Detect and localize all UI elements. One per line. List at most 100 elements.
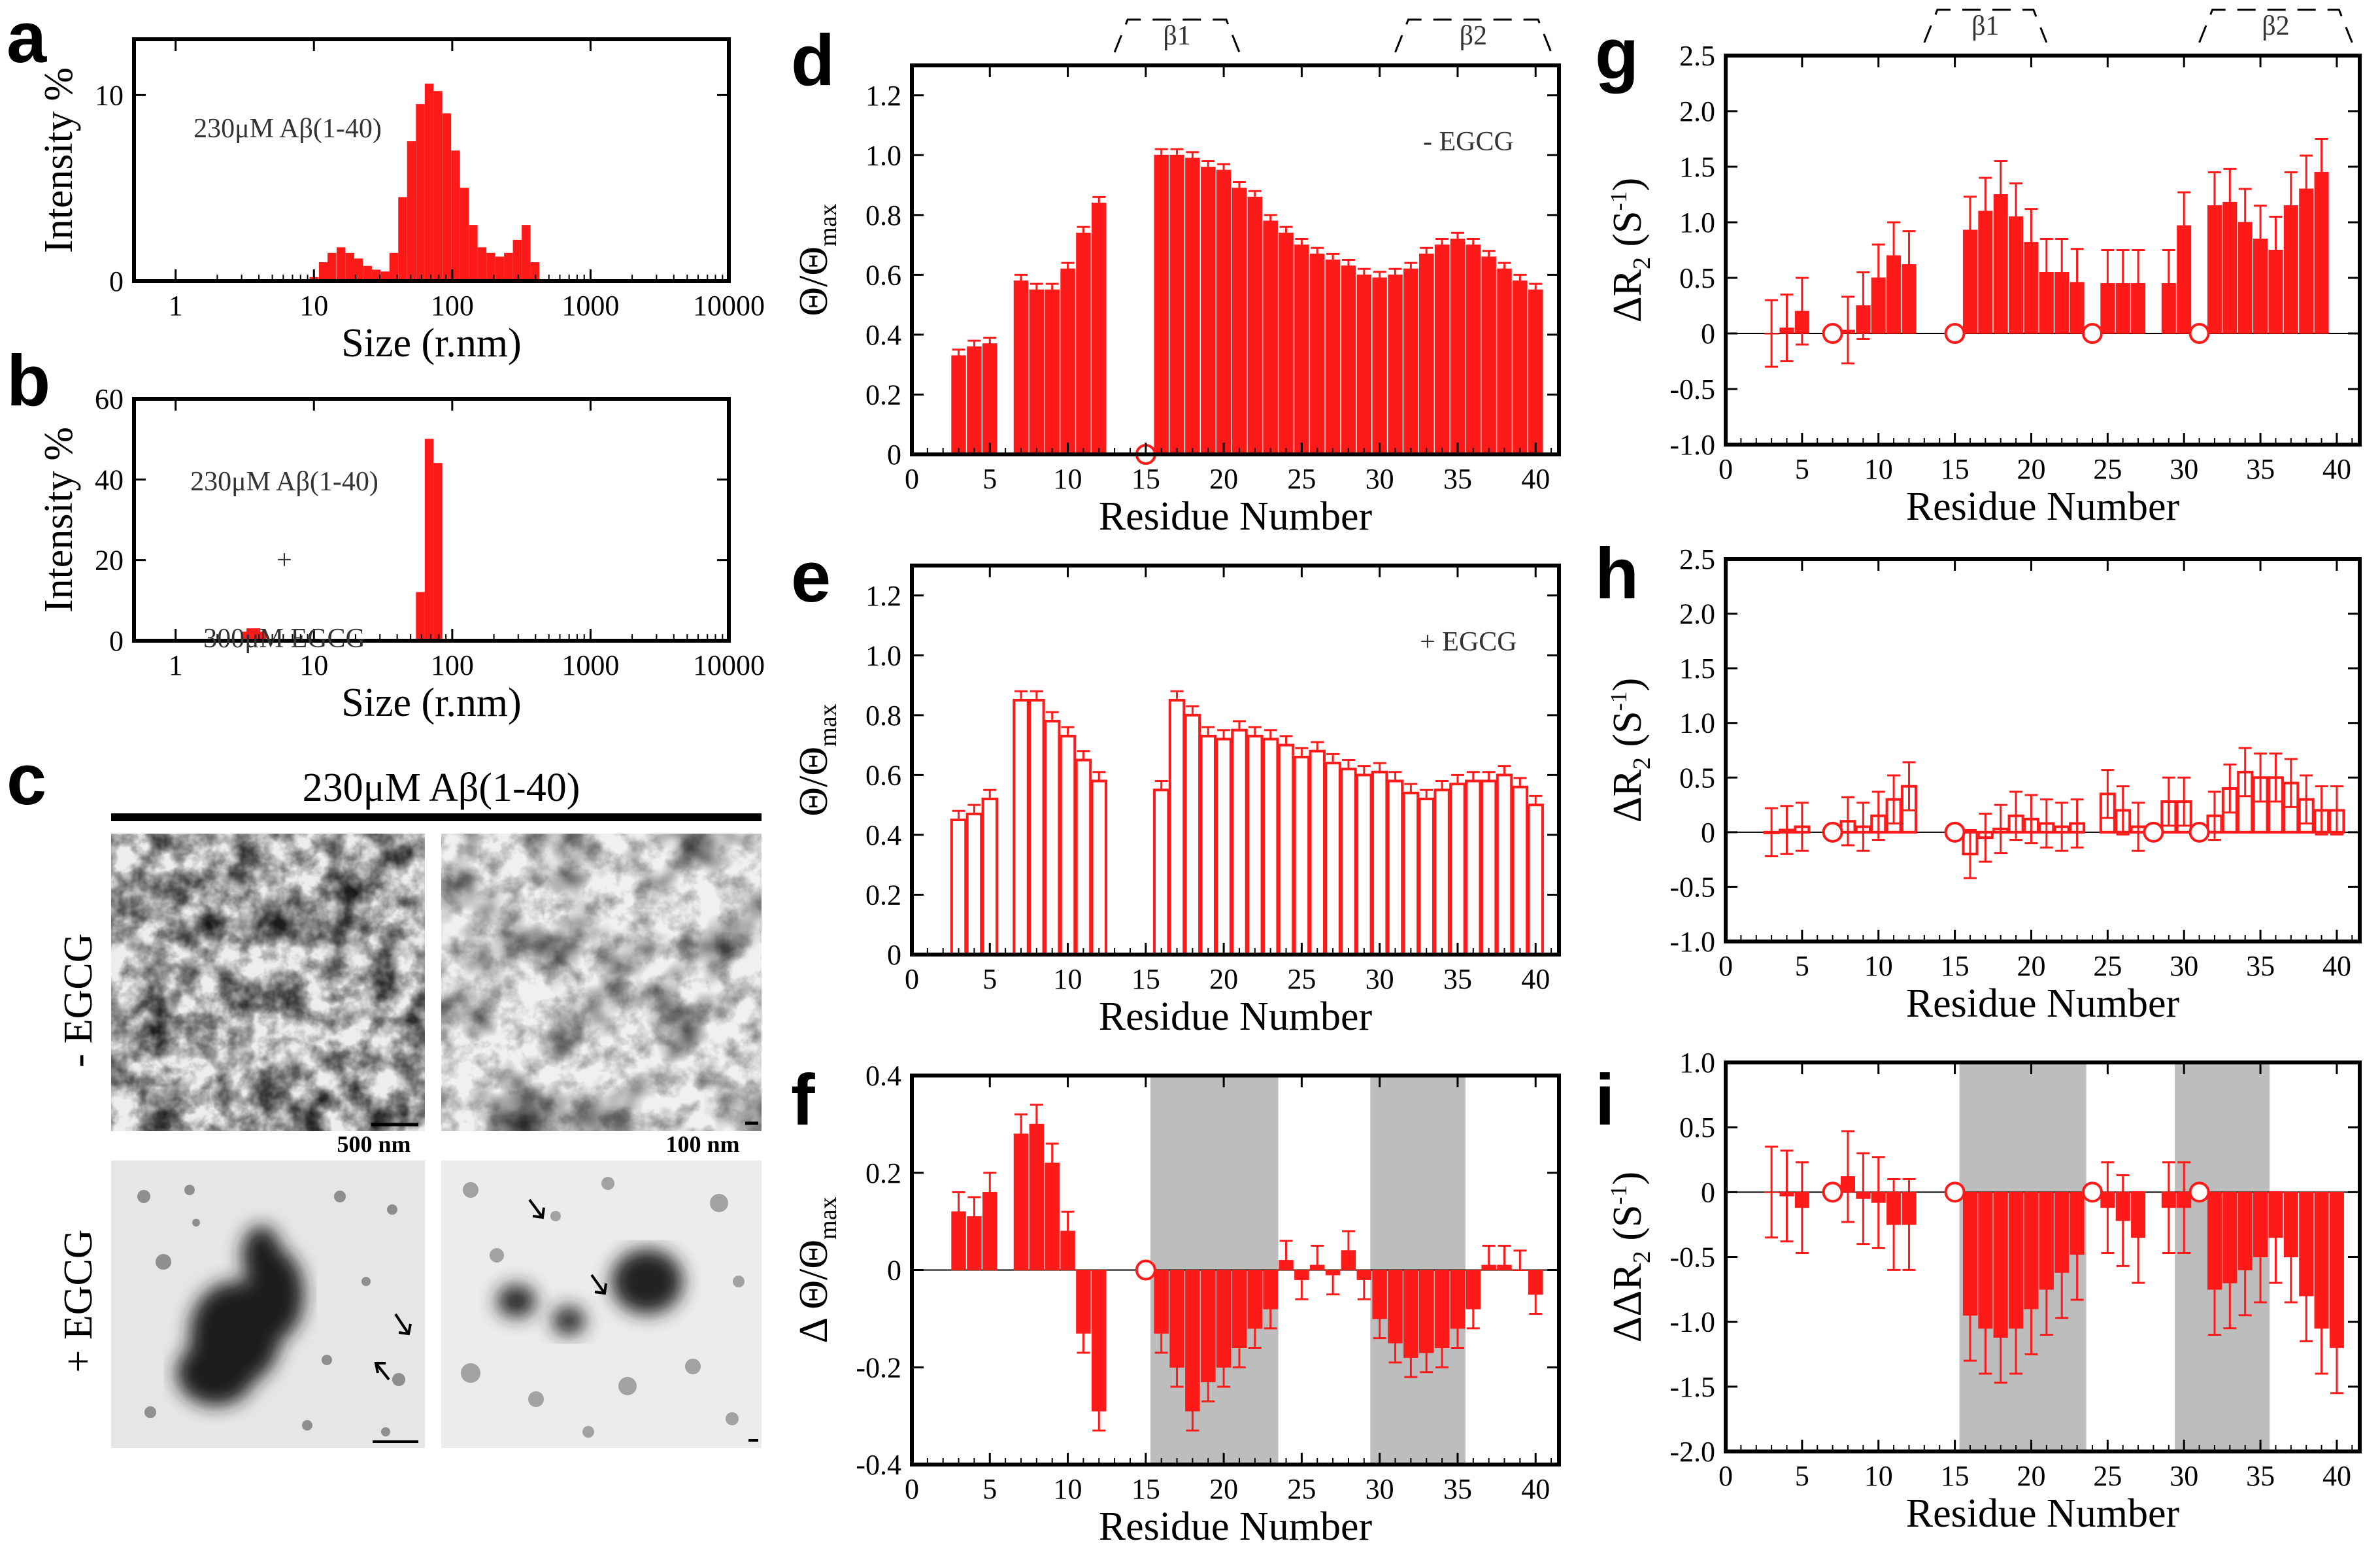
bar — [1356, 1270, 1372, 1280]
strand-label: β2 — [2262, 11, 2289, 41]
y-tick-label: 2.0 — [1679, 95, 1715, 127]
y-tick-label: 1.5 — [1679, 653, 1715, 685]
y-tick-label: 0.2 — [865, 1157, 901, 1189]
bar — [1154, 1270, 1169, 1334]
bar — [1028, 698, 1045, 956]
panel-label-h: h — [1595, 534, 1639, 614]
scale-bar-label-500nm: 500 nm — [337, 1131, 411, 1157]
unassigned-residue-marker — [1135, 1259, 1156, 1281]
x-tick-label: 5 — [1795, 453, 1809, 485]
x-tick-label: 10 — [1054, 963, 1082, 995]
unassigned-residue-marker — [1944, 1181, 1966, 1203]
x-tick-label: 20 — [2017, 950, 2045, 982]
tem-image-plus-egcg-high-mag — [441, 1161, 762, 1448]
arrow-icon — [394, 1313, 412, 1336]
y-axis-label: ΔR2 (S-1) — [1605, 178, 1656, 323]
y-tick-label: 0 — [1701, 817, 1715, 849]
plot-frame — [1724, 54, 2362, 447]
bar — [1465, 779, 1482, 956]
unassigned-residue-marker — [1822, 1181, 1843, 1203]
y-axis-label-superscript: -1 — [1605, 1185, 1632, 1204]
bar — [1013, 1133, 1029, 1270]
bar — [967, 346, 982, 455]
x-tick-label: 10 — [299, 290, 328, 322]
bar — [982, 343, 997, 455]
x-tick-label: 1000 — [561, 649, 619, 681]
x-tick-label: 30 — [2170, 950, 2198, 982]
x-tick-label: 20 — [2017, 1460, 2045, 1492]
bar — [1247, 196, 1263, 455]
x-tick-label: 5 — [982, 1473, 997, 1505]
y-axis-label: Intensity % — [37, 427, 81, 613]
bar — [1450, 238, 1466, 455]
x-tick-label: 30 — [2170, 1460, 2198, 1492]
unassigned-residue-marker — [1944, 821, 1966, 843]
y-axis-label-subscript: max — [814, 203, 842, 246]
bar — [981, 798, 999, 956]
plot-frame — [1724, 557, 2362, 943]
y-tick-label: 0.6 — [865, 759, 901, 791]
x-tick-label: 15 — [1941, 1460, 1969, 1492]
bar — [965, 812, 983, 957]
x-tick-label: 1 — [169, 290, 183, 322]
chart-annotation: 300μM EGCG — [203, 624, 365, 654]
chart-g-delta-r2: 0 5 10 15 20 25 30 35 40 -1.0 -0.5 0 0.5 1.0 1.5 2.0 2.5… — [1605, 8, 2362, 529]
x-tick-label: 30 — [1366, 1473, 1394, 1505]
x-tick-label: 20 — [2017, 453, 2045, 485]
bar — [1372, 1270, 1387, 1319]
bar — [1480, 779, 1498, 956]
bar — [495, 256, 505, 282]
x-axis-label: Residue Number — [1099, 494, 1373, 539]
x-tick-label: 30 — [1366, 963, 1394, 995]
y-tick-label: 20 — [95, 545, 124, 577]
bar — [1496, 773, 1513, 957]
bar — [477, 247, 487, 282]
y-tick-label: 0.2 — [865, 379, 901, 411]
bar — [1060, 268, 1075, 455]
y-tick-label: 0 — [1701, 1176, 1715, 1208]
y-tick-label: -0.5 — [1669, 1242, 1715, 1274]
x-tick-label: 20 — [1209, 963, 1238, 995]
y-tick-label: 0 — [1701, 318, 1715, 350]
panel-label-g: g — [1595, 14, 1639, 94]
chart-d-relative-intensity: 0 5 10 15 20 25 30 35 40 0 0.2 0.4 0.6 0.8 1.0 1.2 Resid… — [792, 18, 1561, 539]
y-tick-label: 1.0 — [1679, 207, 1715, 239]
x-tick-label: 40 — [2322, 453, 2351, 485]
bar — [1310, 253, 1325, 455]
bar — [424, 83, 434, 282]
bar — [1418, 1270, 1434, 1353]
y-tick-label: -0.5 — [1669, 373, 1715, 405]
strand-marker — [1394, 18, 1552, 53]
panel-label-c: c — [7, 739, 46, 820]
arrow-icon — [374, 1362, 390, 1381]
y-tick-label: 1.0 — [1679, 1047, 1715, 1079]
bar — [1216, 169, 1232, 455]
bar — [1277, 743, 1295, 956]
bar — [1168, 698, 1186, 956]
bar — [1013, 280, 1029, 455]
x-tick-label: 0 — [905, 963, 919, 995]
strand-label: β2 — [1460, 21, 1487, 51]
bar — [1060, 1230, 1075, 1270]
y-tick-label: -1.0 — [1669, 926, 1715, 958]
y-tick-label: 40 — [95, 464, 124, 496]
y-tick-label: -0.2 — [856, 1351, 901, 1383]
x-axis-label: Residue Number — [1906, 1491, 2180, 1536]
bar — [1169, 154, 1184, 455]
bar — [451, 150, 460, 282]
bar — [1263, 1270, 1278, 1310]
bar — [1434, 245, 1450, 455]
bar — [1076, 1270, 1091, 1334]
bar — [1418, 798, 1435, 956]
x-tick-label: 15 — [1941, 453, 1969, 485]
tem-title: 230μM Aβ(1-40) — [303, 766, 580, 810]
y-tick-label: -1.0 — [1669, 429, 1715, 461]
y-axis-label-superscript: -1 — [1605, 691, 1632, 711]
bar — [1199, 734, 1216, 957]
bar — [1497, 268, 1512, 455]
bar — [1279, 232, 1294, 455]
y-axis-label: Θ/Θmax — [792, 704, 842, 816]
bar — [1513, 280, 1528, 455]
y-tick-label: 0.5 — [1679, 262, 1715, 294]
y-axis-label: Θ/Θmax — [792, 203, 842, 316]
